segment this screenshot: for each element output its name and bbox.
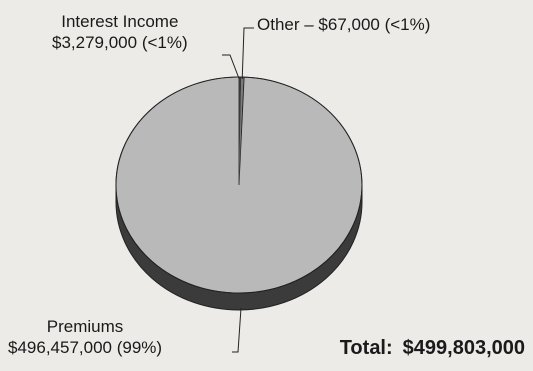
total-value: $499,803,000 — [403, 337, 525, 359]
premiums-value: $496,457,000 — [8, 338, 112, 357]
interest-income-value: $3,279,000 — [52, 33, 137, 52]
pie-top-face — [116, 77, 362, 293]
total-label: Total: $499,803,000 — [340, 337, 525, 360]
leader-other — [242, 28, 254, 79]
label-interest-income-name: Interest Income — [52, 11, 188, 32]
label-premiums-value: $496,457,000 (99%) — [8, 337, 162, 358]
leader-interest-income — [222, 55, 239, 79]
other-label-text: Other – $67,000 (<1%) — [257, 15, 430, 34]
interest-income-pct: (<1%) — [142, 33, 188, 52]
label-other: Other – $67,000 (<1%) — [257, 14, 430, 35]
premiums-pct: (99%) — [117, 338, 162, 357]
label-premiums-name: Premiums — [8, 316, 162, 337]
total-label-text: Total: — [340, 337, 393, 359]
label-interest-income-value: $3,279,000 (<1%) — [52, 32, 188, 53]
leader-premiums — [232, 308, 241, 352]
label-premiums: Premiums $496,457,000 (99%) — [8, 316, 162, 358]
label-interest-income: Interest Income $3,279,000 (<1%) — [52, 11, 188, 53]
pie-slice-premiums — [116, 77, 362, 293]
